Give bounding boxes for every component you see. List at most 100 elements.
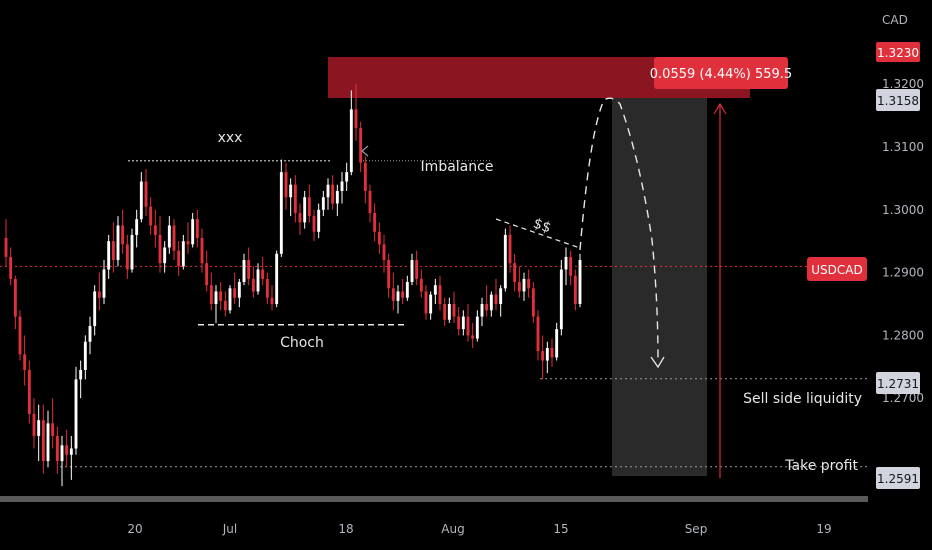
candle-body bbox=[438, 285, 442, 305]
candle-body bbox=[97, 291, 101, 298]
candle-body bbox=[326, 184, 330, 198]
stop-zone-price: 1.3230 bbox=[877, 46, 919, 60]
candle-body bbox=[219, 291, 223, 301]
candle-body bbox=[480, 304, 484, 317]
y-tick-label: 1.3000 bbox=[882, 203, 924, 217]
candle-body bbox=[569, 256, 573, 276]
candle-body bbox=[578, 260, 582, 305]
candle-body bbox=[368, 190, 372, 213]
candle-body bbox=[74, 379, 78, 449]
xxx-annotation: xxx bbox=[218, 130, 243, 146]
candle-body bbox=[79, 369, 83, 380]
candle-body bbox=[135, 219, 139, 235]
x-tick-label: Jul bbox=[222, 522, 237, 536]
candle-body bbox=[270, 297, 274, 305]
candle-body bbox=[289, 184, 293, 198]
price-axis[interactable]: CAD 1.3200 1.3100 1.3000 1.2900 1.2800 1… bbox=[882, 13, 924, 405]
candle-body bbox=[167, 225, 171, 248]
candle-body bbox=[382, 244, 386, 261]
candle-body bbox=[233, 288, 237, 298]
candle-body bbox=[205, 263, 209, 286]
candle-body bbox=[489, 294, 493, 311]
candle-body bbox=[111, 241, 115, 261]
candle-body bbox=[508, 234, 512, 264]
candle-body bbox=[522, 278, 526, 292]
candle-body bbox=[340, 181, 344, 191]
entry-price-badge: 1.3158 bbox=[876, 89, 920, 111]
candle-body bbox=[144, 181, 148, 207]
candle-body bbox=[60, 445, 64, 462]
x-tick-label: 20 bbox=[127, 522, 142, 536]
candle-body bbox=[83, 341, 87, 370]
candle-body bbox=[125, 244, 129, 270]
projection-path bbox=[579, 97, 659, 361]
candle-body bbox=[186, 241, 190, 245]
candle-body bbox=[228, 288, 232, 311]
candle-body bbox=[452, 304, 456, 317]
candle-body bbox=[559, 269, 563, 330]
candle-body bbox=[433, 285, 437, 295]
candle-body bbox=[209, 285, 213, 305]
candle-body bbox=[527, 278, 531, 289]
y-tick-label: 1.3100 bbox=[882, 140, 924, 154]
liquidity-price-badge: 1.2731 bbox=[876, 372, 920, 394]
candle-body bbox=[181, 241, 185, 267]
take-profit-annotation: Take profit bbox=[784, 458, 858, 474]
candle-body bbox=[345, 172, 349, 182]
bottom-scroll-strip[interactable] bbox=[0, 496, 868, 502]
candle-body bbox=[195, 219, 199, 239]
candle-body bbox=[555, 329, 559, 358]
candle-body bbox=[163, 247, 167, 264]
candle-body bbox=[401, 291, 405, 298]
candle-body bbox=[93, 291, 97, 327]
candle-body bbox=[321, 197, 325, 210]
candle-body bbox=[415, 260, 419, 279]
candle-body bbox=[247, 260, 251, 279]
candle-body bbox=[429, 294, 433, 314]
candle-body bbox=[545, 347, 549, 361]
candle-body bbox=[312, 216, 316, 232]
candle-body bbox=[18, 316, 22, 355]
dollars-annotation: $$ bbox=[531, 215, 553, 236]
candle-body bbox=[41, 420, 45, 462]
candle-body bbox=[251, 278, 255, 292]
candle-body bbox=[424, 291, 428, 314]
stop-zone-price-badge: 1.3230 bbox=[876, 42, 920, 62]
candle-body bbox=[275, 253, 279, 305]
y-tick-label: 1.3200 bbox=[882, 77, 924, 91]
y-tick-label: 1.2800 bbox=[882, 328, 924, 342]
time-axis[interactable]: 20 Jul 18 Aug 15 Sep 19 bbox=[127, 522, 831, 536]
candle-body bbox=[475, 316, 479, 339]
candle-body bbox=[303, 197, 307, 223]
candle-body bbox=[387, 260, 391, 289]
candle-body bbox=[121, 225, 125, 245]
candle-body bbox=[265, 278, 269, 298]
x-tick-label: Sep bbox=[685, 522, 708, 536]
candle-body bbox=[65, 445, 69, 455]
candle-body bbox=[391, 288, 395, 301]
candle-body bbox=[102, 269, 106, 298]
candle-body bbox=[107, 241, 111, 270]
measure-label: 0.0559 (4.44%) 559.5 bbox=[650, 67, 792, 82]
candle-body bbox=[405, 282, 409, 298]
candle-body bbox=[354, 109, 358, 129]
candle-body bbox=[466, 316, 470, 336]
candle-body bbox=[564, 256, 568, 270]
entry-price: 1.3158 bbox=[877, 94, 919, 108]
candle-body bbox=[359, 128, 363, 163]
candle-body bbox=[172, 225, 176, 251]
candle-body bbox=[443, 304, 447, 320]
candle-body bbox=[153, 225, 157, 235]
candle-body bbox=[9, 256, 13, 279]
candle-body bbox=[284, 172, 288, 198]
candle-body bbox=[116, 225, 120, 261]
sell-side-liquidity-annotation: Sell side liquidity bbox=[743, 391, 862, 407]
candle-body bbox=[457, 316, 461, 330]
measure-label-box bbox=[654, 57, 788, 89]
candle-body bbox=[200, 238, 204, 264]
x-tick-label: Aug bbox=[441, 522, 464, 536]
candle-body bbox=[377, 231, 381, 245]
imbalance-annotation: Imbalance bbox=[421, 159, 494, 175]
candle-body bbox=[237, 282, 241, 298]
